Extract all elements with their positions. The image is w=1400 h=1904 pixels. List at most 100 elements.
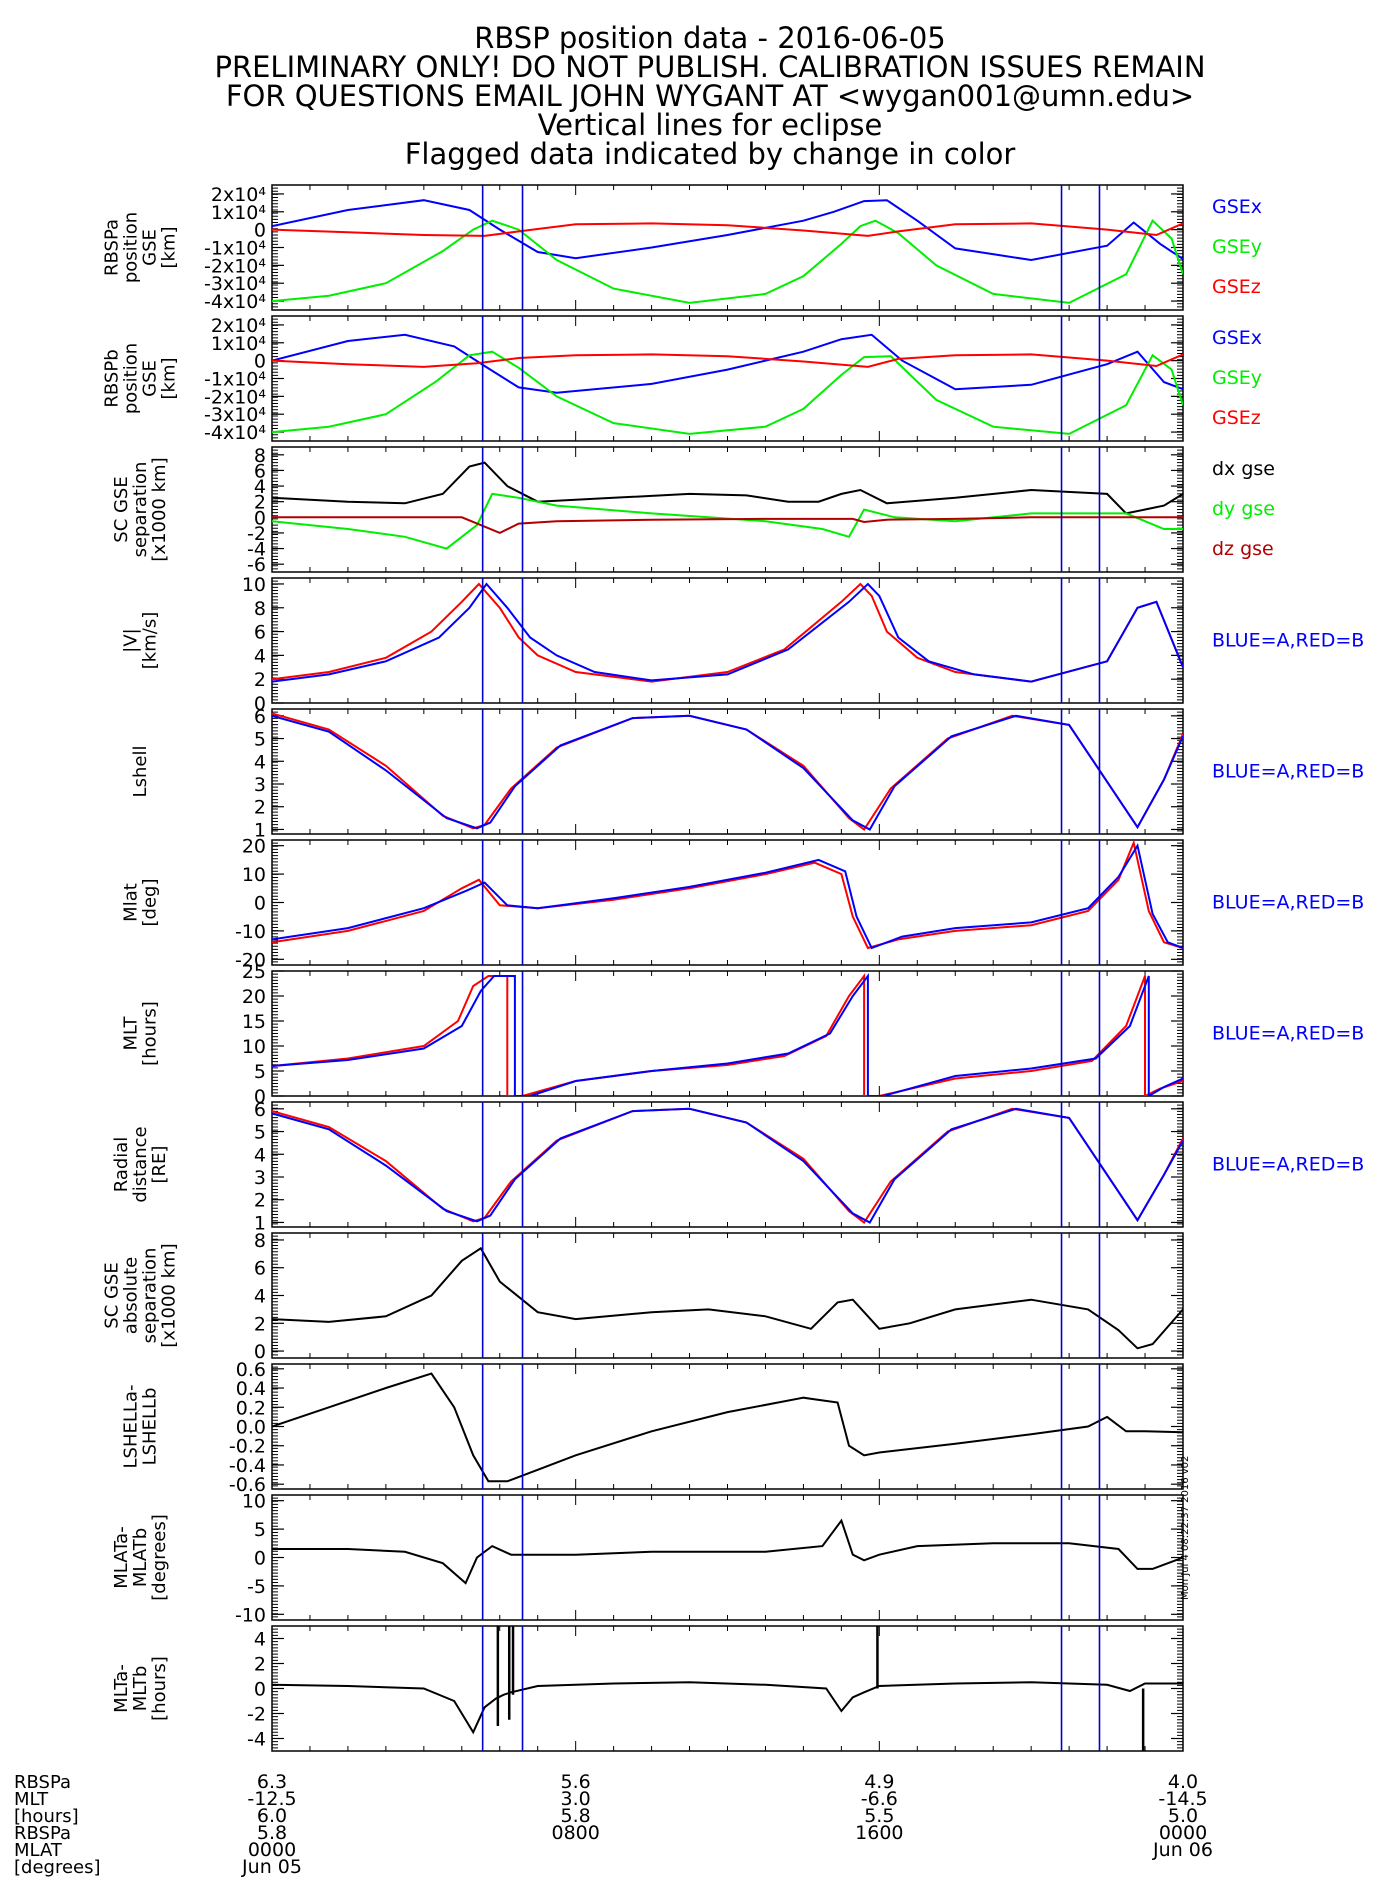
x-tick-label: -6.6 xyxy=(861,1788,898,1810)
y-tick-label: 20 xyxy=(242,986,266,1008)
y-tick-label: 0.2 xyxy=(236,1397,266,1419)
y-tick-label: 4 xyxy=(254,645,266,667)
legend-entry: GSEz xyxy=(1212,276,1261,298)
y-tick-label: -2x10⁴ xyxy=(204,386,266,408)
x-axis-row-label: [degrees] xyxy=(14,1857,101,1878)
y-tick-label: -2 xyxy=(247,1704,266,1726)
y-axis-label: RBSPb xyxy=(102,349,123,407)
x-axis-row-label: [hours] xyxy=(14,1806,79,1827)
series-line xyxy=(272,353,1183,368)
panel-frame xyxy=(271,1232,1184,1359)
y-axis-label: separation xyxy=(140,1248,161,1344)
y-tick-label: 1x10⁴ xyxy=(211,333,267,355)
y-axis-label: LSHELLb xyxy=(140,1388,161,1466)
y-axis-label: [hours] xyxy=(149,1656,170,1721)
panel-frame xyxy=(271,1494,1184,1621)
y-tick-label: -1x10⁴ xyxy=(204,238,266,260)
y-axis-label: Radial xyxy=(111,1137,132,1193)
panel-frame xyxy=(271,970,1184,1097)
series-line xyxy=(272,973,1183,1096)
legend-entry: BLUE=A,RED=B xyxy=(1212,761,1364,783)
y-axis-label: absolute xyxy=(121,1257,142,1334)
y-tick-label: 2 xyxy=(254,1313,266,1335)
x-tick-label: 3.0 xyxy=(561,1788,591,1810)
y-tick-label: -1x10⁴ xyxy=(204,369,266,391)
y-tick-label: 2x10⁴ xyxy=(211,184,267,206)
y-axis-label: Mlat xyxy=(121,883,142,922)
x-tick-label: Jun 05 xyxy=(241,1856,302,1878)
y-tick-label: 1 xyxy=(254,819,266,841)
x-tick-label: 6.3 xyxy=(257,1771,287,1793)
legend-entry: BLUE=A,RED=B xyxy=(1212,630,1364,652)
y-tick-label: 15 xyxy=(242,1011,266,1033)
legend-entry: GSEy xyxy=(1212,236,1262,258)
series-line xyxy=(272,840,1183,950)
x-tick-label: 5.0 xyxy=(1168,1805,1198,1827)
y-tick-label: 4 xyxy=(254,751,266,773)
legend-entry: dx gse xyxy=(1212,458,1275,480)
series-line xyxy=(272,973,1183,1096)
y-axis-label: [degrees] xyxy=(149,1514,170,1601)
legend-entry: dy gse xyxy=(1212,498,1275,520)
y-tick-label: 2x10⁴ xyxy=(211,315,267,337)
x-tick-label: 4.9 xyxy=(864,1771,894,1793)
y-tick-label: 1 xyxy=(254,1212,266,1234)
legend-entry: BLUE=A,RED=B xyxy=(1212,892,1364,914)
y-tick-label: 10 xyxy=(242,1491,266,1513)
y-axis-label: [km/s] xyxy=(140,612,161,669)
x-tick-label: 0000 xyxy=(248,1839,296,1861)
series-line xyxy=(272,222,1183,237)
panel-frame xyxy=(271,1363,1184,1490)
panel-frame xyxy=(271,708,1184,835)
y-tick-label: -10 xyxy=(235,1604,266,1626)
y-tick-label: 4 xyxy=(254,1629,266,1651)
legend-entry: GSEx xyxy=(1212,196,1262,218)
chart-subtitle-flagged: Flagged data indicated by change in colo… xyxy=(404,137,1016,171)
x-tick-label: -12.5 xyxy=(247,1788,296,1810)
y-tick-label: 0 xyxy=(254,220,266,242)
y-tick-label: 2 xyxy=(254,669,266,691)
y-tick-label: -2x10⁴ xyxy=(204,255,266,277)
chart-subtitle-warning: PRELIMINARY ONLY! DO NOT PUBLISH. CALIBR… xyxy=(214,50,1206,84)
series-line xyxy=(272,516,1183,534)
y-tick-label: -2 xyxy=(247,523,266,545)
x-tick-label: 6.0 xyxy=(257,1805,287,1827)
y-axis-label: MLATa- xyxy=(111,1526,132,1588)
panel-frame xyxy=(271,839,1184,966)
chart-title: RBSP position data - 2016-06-05 xyxy=(474,21,946,55)
chart-subtitle-eclipse: Vertical lines for eclipse xyxy=(537,108,883,142)
y-axis-label: separation xyxy=(130,462,151,558)
y-tick-label: 5 xyxy=(254,1519,266,1541)
y-tick-label: 6 xyxy=(254,706,266,728)
y-axis-label: position xyxy=(121,343,142,414)
y-axis-label: LSHELLa- xyxy=(121,1385,142,1469)
y-tick-label: -4 xyxy=(247,539,266,561)
legend-entry: dz gse xyxy=(1212,538,1274,560)
y-axis-label: [x1000 km] xyxy=(159,1243,180,1347)
y-tick-label: 2 xyxy=(254,1654,266,1676)
y-tick-label: -4 xyxy=(247,1729,266,1751)
chart-subtitle-contact: FOR QUESTIONS EMAIL JOHN WYGANT AT <wyga… xyxy=(225,79,1195,113)
y-axis-label: MLATb xyxy=(130,1528,151,1587)
y-tick-label: 1x10⁴ xyxy=(211,202,267,224)
x-tick-label: 0000 xyxy=(1159,1822,1207,1844)
y-tick-label: 0.4 xyxy=(236,1378,266,1400)
y-axis-label: [x1000 km] xyxy=(149,457,170,561)
chart-titles: RBSP position data - 2016-06-05 PRELIMIN… xyxy=(200,24,1220,169)
y-tick-label: 5 xyxy=(254,1122,266,1144)
series-line xyxy=(272,219,1183,304)
y-tick-label: -20 xyxy=(235,949,266,971)
x-axis-row-label: MLAT xyxy=(14,1840,63,1861)
y-tick-label: 0.0 xyxy=(236,1417,266,1439)
y-tick-label: 0 xyxy=(254,351,266,373)
y-tick-label: -4x10⁴ xyxy=(204,422,266,444)
y-tick-label: 5 xyxy=(254,729,266,751)
y-axis-label: Lshell xyxy=(130,746,151,798)
y-tick-label: 0 xyxy=(254,1548,266,1570)
x-tick-label: 0800 xyxy=(551,1822,599,1844)
series-line xyxy=(272,333,1183,394)
y-tick-label: -0.2 xyxy=(229,1436,266,1458)
y-axis-label: SC GSE xyxy=(102,1262,123,1328)
y-axis-label: RBSPa xyxy=(102,219,123,276)
y-axis-label: [hours] xyxy=(140,1001,161,1066)
